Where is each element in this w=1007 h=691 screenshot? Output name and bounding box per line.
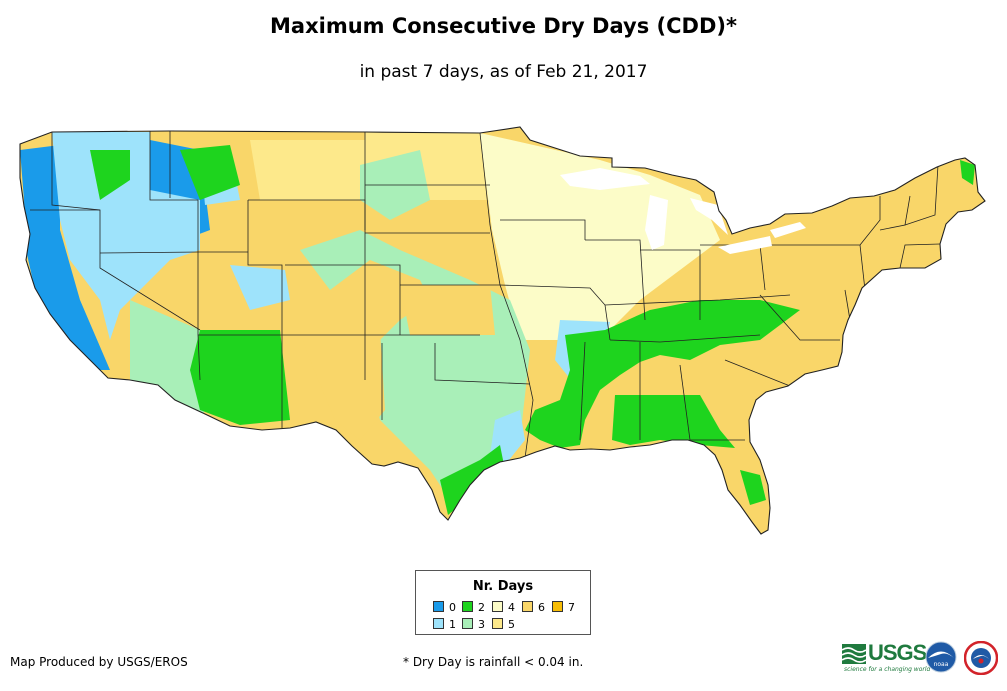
legend-swatch xyxy=(462,601,473,612)
cdd-zone-6-days xyxy=(730,350,842,410)
cdd-zone-2-days xyxy=(612,395,735,448)
cdd-zone-0-days xyxy=(20,145,110,370)
cdd-zone-1-days xyxy=(230,265,290,310)
legend-label: 3 xyxy=(478,618,485,631)
noaa-wordmark: noaa xyxy=(934,661,949,668)
legend-swatch xyxy=(462,618,473,629)
legend-swatch xyxy=(492,601,503,612)
state-boundaries xyxy=(30,131,941,459)
cdd-zone-4-days xyxy=(480,133,720,340)
credit-text: Map Produced by USGS/EROS xyxy=(10,655,188,669)
cdd-zone-5-days xyxy=(250,140,365,200)
noaa-logo-icon: noaa xyxy=(925,641,957,673)
legend-item-4: 4 xyxy=(492,601,515,614)
usgs-logo: USGS science for a changing world xyxy=(842,640,930,676)
legend-item-1: 1 xyxy=(433,618,456,631)
usgs-wordmark: USGS xyxy=(868,640,927,665)
cdd-zone-6-days xyxy=(300,330,385,440)
legend-title: Nr. Days xyxy=(472,579,534,594)
legend-label: 1 xyxy=(449,618,456,631)
us-cdd-map xyxy=(19,126,986,535)
legend-label: 5 xyxy=(508,618,515,631)
legend-label: 7 xyxy=(568,601,575,614)
legend-swatch xyxy=(492,618,503,629)
legend-swatch xyxy=(433,601,444,612)
usgs-wave-icon xyxy=(842,644,866,664)
legend-label: 6 xyxy=(538,601,545,614)
legend-label: 4 xyxy=(508,601,515,614)
legend-swatch xyxy=(433,618,444,629)
legend-item-5: 5 xyxy=(492,618,515,631)
cdd-zone-2-days xyxy=(190,330,290,425)
cdd-zone-1-days xyxy=(52,132,200,340)
legend-item-3: 3 xyxy=(462,618,485,631)
legend-swatch xyxy=(552,601,563,612)
cdd-zone-2-days xyxy=(960,160,975,185)
map-title: Maximum Consecutive Dry Days (CDD)* xyxy=(270,14,737,38)
legend-label: 2 xyxy=(478,601,485,614)
legend: Nr. Days 0 1 2 3 4 5 6 7 xyxy=(415,570,591,635)
cdd-zone-2-days xyxy=(90,150,130,200)
legend-item-2: 2 xyxy=(462,601,485,614)
usgs-tagline: science for a changing world xyxy=(844,666,931,673)
legend-item-0: 0 xyxy=(433,601,456,614)
legend-item-6: 6 xyxy=(522,601,545,614)
cdd-zone-2-days xyxy=(740,470,766,505)
legend-label: 0 xyxy=(449,601,456,614)
map-subtitle: in past 7 days, as of Feb 21, 2017 xyxy=(359,62,648,82)
legend-swatch xyxy=(522,601,533,612)
cdd-zone-2-days xyxy=(180,145,240,200)
cdd-zone-2-days xyxy=(440,445,505,515)
footnote: * Dry Day is rainfall < 0.04 in. xyxy=(403,655,584,669)
nws-logo-icon xyxy=(964,641,998,675)
legend-item-7: 7 xyxy=(552,601,575,614)
cdd-zone-6-days xyxy=(400,285,495,335)
